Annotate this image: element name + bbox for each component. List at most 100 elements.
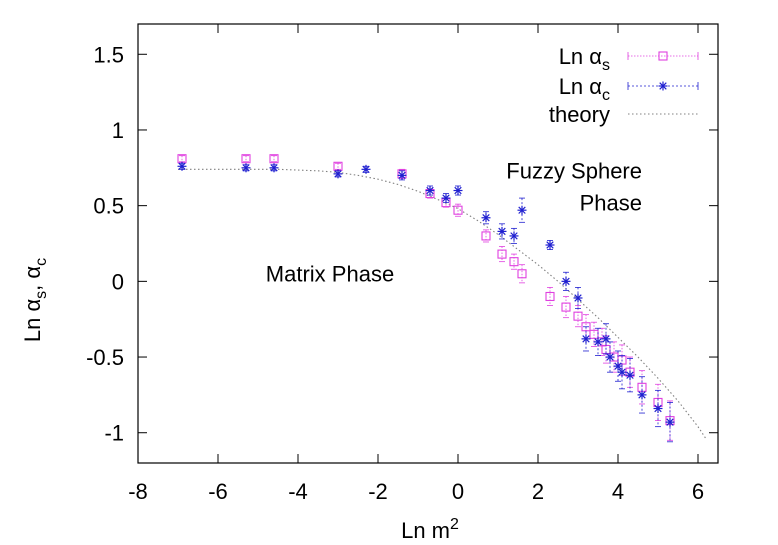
data-point: [665, 417, 675, 427]
data-point-d2: [518, 206, 526, 214]
data-point: [361, 164, 371, 174]
annotation: Matrix Phase: [266, 261, 394, 286]
data-point: [497, 226, 507, 236]
series-c: [177, 161, 675, 443]
data-point-d2: [606, 353, 614, 361]
plot-frame: [137, 23, 719, 464]
x-tick-label: -6: [208, 479, 228, 504]
error-bar: [243, 155, 249, 163]
error-bar: [563, 296, 569, 319]
data-point-d2: [582, 335, 590, 343]
data-point-d2: [546, 241, 554, 249]
annotation: Fuzzy Sphere Phase: [506, 158, 642, 215]
data-point-d2: [510, 232, 518, 240]
legend-marker-d2: [659, 82, 667, 90]
data-point-d2: [454, 186, 462, 195]
x-axis-title-text: Ln m: [401, 518, 450, 543]
data-point: [177, 161, 187, 171]
plot-border: [137, 23, 719, 464]
x-axis-title: Ln m2: [401, 516, 459, 543]
legend-marker: [658, 81, 668, 91]
legend-entry: theory: [549, 102, 698, 127]
data-point: [453, 205, 463, 215]
legend-label: Ln αs: [559, 44, 610, 74]
data-point: [517, 269, 527, 279]
data-point: [573, 311, 583, 321]
data-point: [561, 276, 571, 286]
error-bar: [483, 211, 489, 225]
data-point: [509, 257, 519, 267]
error-bar: [335, 162, 341, 170]
data-point: [269, 154, 279, 164]
data-point: [269, 163, 279, 173]
data-point-d2: [362, 165, 370, 174]
error-bar: [615, 350, 621, 382]
data-point-d2: [574, 294, 582, 302]
error-bar: [511, 227, 517, 244]
data-point: [241, 163, 251, 173]
x-tick-label: -8: [128, 479, 148, 504]
series-layer: [177, 154, 675, 443]
data-point-d2: [602, 335, 610, 343]
data-point: [497, 249, 507, 259]
data-point: [613, 361, 623, 371]
data-point: [589, 329, 599, 339]
legend-label-subscript: s: [602, 57, 610, 74]
data-point: [425, 186, 435, 196]
data-point: [241, 154, 251, 164]
data-point-d2: [426, 186, 434, 195]
data-point: [625, 370, 635, 380]
data-point-d2: [482, 214, 490, 222]
legend-label-text: Ln α: [559, 74, 603, 99]
data-point-d2: [442, 194, 450, 202]
data-point: [545, 291, 555, 302]
data-point-d2: [654, 404, 662, 413]
data-point-d2: [562, 277, 570, 286]
annotation-layer: Matrix Phase Fuzzy Sphere Phase: [266, 158, 642, 286]
data-point-d2: [178, 162, 186, 171]
legend-label-text: theory: [549, 102, 610, 127]
annotation-line: Fuzzy Sphere: [506, 158, 642, 183]
error-bar: [575, 305, 581, 328]
data-point: [605, 352, 615, 362]
x-tick-label: 4: [612, 479, 624, 504]
y-tick-label: 1.5: [93, 42, 124, 67]
error-bar: [607, 341, 613, 373]
svg-text:Ln αs, αc: Ln αs, αc: [20, 258, 50, 342]
data-point-d2: [398, 171, 406, 180]
data-point-d2: [626, 371, 634, 379]
data-point-d2: [334, 170, 342, 178]
y-tick-label: -0.5: [86, 345, 124, 370]
data-point: [581, 334, 591, 344]
legend-marker: [658, 51, 668, 61]
data-point-d2: [614, 362, 622, 370]
y-axis: -1 -0.5 0 0.5 1 1.5: [86, 42, 718, 446]
y-axis-title-sub-2: c: [33, 258, 50, 266]
legend-label: Ln αc: [559, 74, 610, 104]
data-point: [561, 302, 571, 312]
y-tick-label: 1: [112, 118, 124, 143]
data-point: [601, 334, 611, 344]
data-point-d2: [498, 227, 506, 236]
x-tick-label: -2: [368, 479, 388, 504]
y-axis-title-part-1: Ln α: [20, 299, 45, 343]
data-point: [573, 293, 583, 303]
error-bar: [591, 321, 597, 347]
error-bar: [519, 264, 525, 284]
error-bar: [271, 155, 277, 163]
data-point: [593, 337, 603, 347]
data-point: [653, 404, 663, 414]
legend-label-text: Ln α: [559, 44, 603, 69]
error-bar: [499, 246, 505, 263]
data-point: [397, 170, 407, 180]
legend-entry: Ln αs: [559, 44, 699, 74]
data-point: [637, 390, 647, 400]
error-bar: [511, 253, 517, 270]
x-tick-label: 0: [452, 479, 464, 504]
data-point-d2: [594, 338, 602, 346]
error-bar: [575, 286, 581, 309]
legend-label-subscript: c: [602, 87, 610, 104]
y-axis-title-part-2: , α: [20, 266, 45, 291]
